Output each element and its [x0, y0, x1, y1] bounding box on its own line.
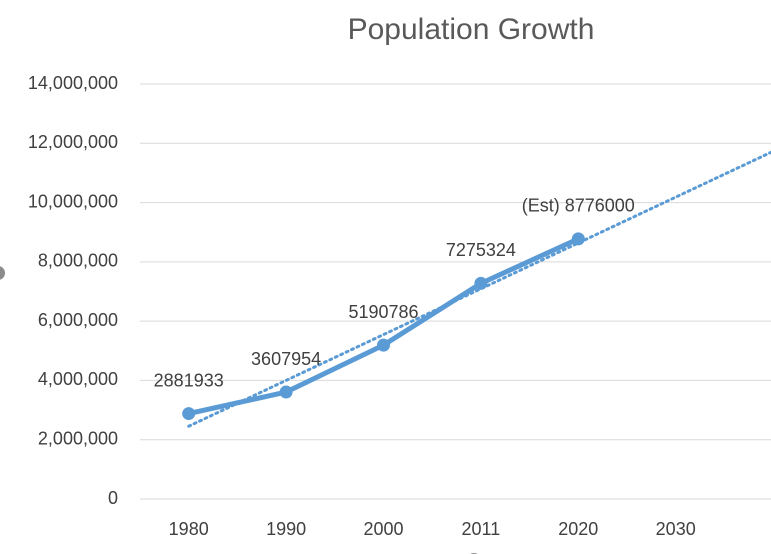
resize-handle: [0, 266, 5, 280]
data-label: 7275324: [446, 240, 516, 260]
y-tick-label: 8,000,000: [38, 251, 118, 271]
x-tick-label: 2000: [363, 519, 403, 539]
data-label: (Est) 8776000: [522, 196, 635, 216]
marker: [279, 385, 293, 399]
marker: [182, 407, 196, 421]
x-tick-label: 1990: [266, 519, 306, 539]
data-label: 3607954: [251, 349, 321, 369]
chart-title: Population Growth: [348, 13, 595, 46]
y-tick-label: 2,000,000: [38, 428, 118, 448]
y-tick-label: 10,000,000: [28, 191, 118, 211]
x-tick-label: 2030: [656, 519, 696, 539]
x-tick-label: 1980: [169, 519, 209, 539]
marker: [571, 232, 585, 246]
data-label: 2881933: [154, 370, 224, 390]
y-tick-label: 12,000,000: [28, 132, 118, 152]
x-tick-label: 2011: [462, 519, 501, 539]
line: [188, 236, 580, 417]
marker: [377, 338, 390, 352]
y-tick-label: 6,000,000: [38, 310, 118, 330]
x-tick-label: 2020: [558, 519, 598, 539]
marker: [474, 276, 488, 290]
y-tick-label: 14,000,000: [28, 73, 118, 93]
data-label: 5190786: [348, 302, 418, 322]
y-tick-label: 4,000,000: [38, 369, 118, 389]
y-tick-label: 0: [108, 488, 118, 508]
trendline: [187, 150, 771, 428]
